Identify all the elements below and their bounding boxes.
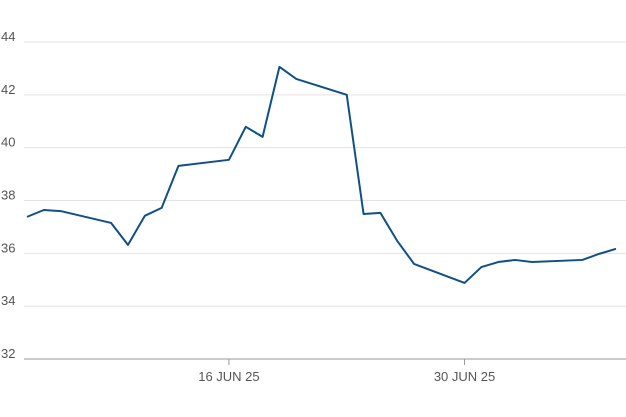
y-tick-label: 38 xyxy=(1,188,15,203)
x-tick-label: 30 JUN 25 xyxy=(434,369,495,384)
y-tick-label: 42 xyxy=(1,82,15,97)
y-tick-label: 40 xyxy=(1,135,15,150)
data-line xyxy=(26,65,617,284)
x-tick-label: 16 JUN 25 xyxy=(198,369,259,384)
y-tick-label: 34 xyxy=(1,293,15,308)
y-tick-label: 44 xyxy=(1,29,15,44)
y-tick-label: 36 xyxy=(1,240,15,255)
y-tick-label: 32 xyxy=(1,346,15,361)
